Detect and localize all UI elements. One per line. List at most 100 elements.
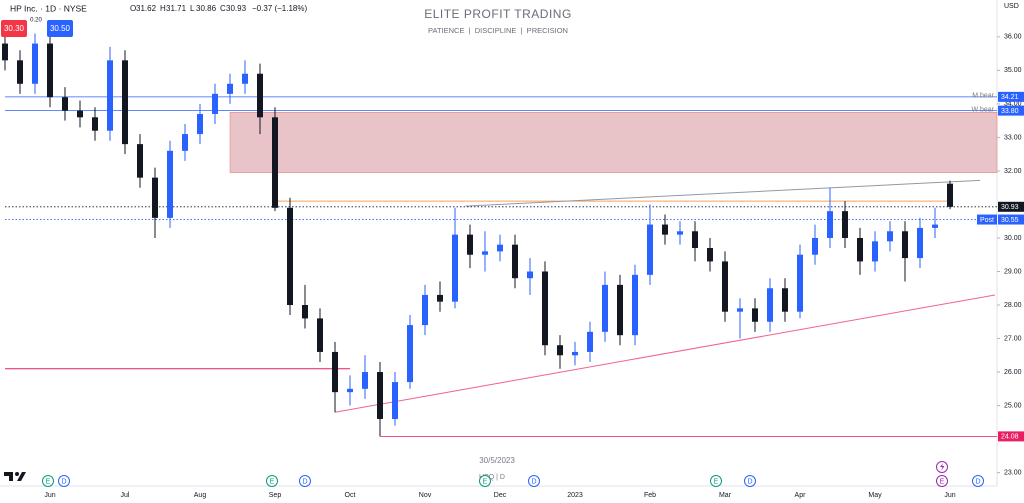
event-marker[interactable] <box>936 475 948 487</box>
candle-body <box>572 351 578 356</box>
buy-price[interactable]: 30.50 <box>50 24 71 33</box>
x-tick-label: Jun <box>44 492 55 499</box>
legend-value: 31.62 <box>136 4 157 13</box>
event-marker[interactable] <box>58 475 70 487</box>
event-marker[interactable] <box>266 475 278 487</box>
level-name: Post <box>980 217 994 224</box>
legend-value: 30.93 <box>226 4 247 13</box>
candle-body <box>467 234 473 255</box>
candle-body <box>197 113 203 135</box>
x-tick-label: Nov <box>419 492 432 499</box>
spread: 0.20 <box>30 18 42 24</box>
candle-body <box>887 231 893 242</box>
candle-body <box>482 251 488 255</box>
x-tick-label: 2023 <box>567 492 583 499</box>
candle-body <box>77 110 83 118</box>
x-tick-label: Jun <box>944 492 955 499</box>
y-tick-label: 25.00 <box>1004 402 1022 409</box>
candle-body <box>587 331 593 352</box>
event-marker[interactable] <box>744 475 756 487</box>
y-tick-label: 35.00 <box>1004 67 1022 74</box>
chart-subtitle: PATIENCE | DISCIPLINE | PRECISION <box>428 26 568 35</box>
legend-value: 30.86 <box>196 4 217 13</box>
candle-body <box>362 372 368 389</box>
event-marker[interactable] <box>299 475 311 487</box>
legend-change: −0.37 (−1.18%) <box>252 4 307 13</box>
event-marker[interactable] <box>710 475 722 487</box>
price-label-box[interactable] <box>998 214 1024 225</box>
candle-body <box>437 294 443 302</box>
candle-body <box>317 318 323 352</box>
candle-body <box>242 73 248 84</box>
x-tick-label: Mar <box>719 492 732 499</box>
candle-body <box>737 308 743 312</box>
x-tick-label: Sep <box>269 492 282 499</box>
y-tick-label: 33.00 <box>1004 134 1022 141</box>
candle-body <box>812 237 818 255</box>
price-label: 34.21 <box>1001 94 1019 101</box>
legend-key: O <box>130 4 136 13</box>
candle-body <box>452 234 458 302</box>
buy-button[interactable] <box>47 20 73 37</box>
price-label: 30.93 <box>1001 204 1019 211</box>
tradingview-logo[interactable] <box>4 472 26 481</box>
currency-label[interactable]: USD <box>1004 3 1019 10</box>
event-marker[interactable] <box>479 475 491 487</box>
candle-body <box>872 241 878 262</box>
y-tick-label: 34.00 <box>1004 101 1022 108</box>
footer-symbol: HPQ | D <box>479 474 505 481</box>
candle-body <box>257 73 263 118</box>
candle-body <box>107 60 113 131</box>
candle-body <box>617 284 623 336</box>
event-label: E <box>270 478 275 485</box>
candle-body <box>662 224 668 235</box>
sell-price[interactable]: 30.30 <box>4 24 25 33</box>
candle-body <box>347 388 353 393</box>
candle-body <box>677 231 683 235</box>
price-label: 33.80 <box>1001 108 1019 115</box>
event-label: D <box>531 478 536 485</box>
price-label-box[interactable] <box>998 105 1024 116</box>
event-label: E <box>940 478 945 485</box>
price-label-box[interactable] <box>998 201 1024 212</box>
y-tick-label: 27.00 <box>1004 335 1022 342</box>
candle-body <box>917 227 923 259</box>
price-label-box[interactable] <box>998 91 1024 102</box>
event-label: E <box>483 478 488 485</box>
supply-zone <box>229 112 998 173</box>
candle-body <box>497 244 503 252</box>
candle-body <box>902 231 908 259</box>
level-name: W bear <box>971 106 994 113</box>
symbol-label[interactable]: HP Inc. · 1D · NYSE <box>10 3 87 13</box>
event-marker[interactable] <box>972 475 984 487</box>
candle-body <box>392 382 398 419</box>
y-tick-label: 23.00 <box>1004 469 1022 476</box>
event-marker[interactable] <box>528 475 540 487</box>
candle-body <box>827 211 833 238</box>
candle-body <box>782 288 788 312</box>
event-label: E <box>46 478 51 485</box>
candle-body <box>752 308 758 322</box>
x-tick-label: Aug <box>194 492 207 499</box>
event-label: D <box>975 478 980 485</box>
price-label-box[interactable] <box>998 431 1024 442</box>
sell-button[interactable] <box>1 20 27 37</box>
candle-body <box>92 117 98 131</box>
legend-value: 31.71 <box>166 4 187 13</box>
candle-body <box>47 43 53 98</box>
x-tick-label: May <box>868 492 882 499</box>
candle-body <box>527 271 533 279</box>
alert-bolt <box>940 463 945 471</box>
candle-body <box>557 345 563 356</box>
trend-line <box>334 294 996 413</box>
candle-body <box>212 93 218 114</box>
axes: 36.00 35.00 34.00 33.00 32.00 30.00 29.00 28.00… <box>44 34 1024 499</box>
x-tick-label: Oct <box>345 492 356 499</box>
legend-key: L <box>190 4 195 13</box>
x-tick-label: Jul <box>121 492 130 499</box>
y-tick-label: 36.00 <box>1004 34 1022 41</box>
event-marker[interactable] <box>42 475 54 487</box>
y-tick-label: 30.00 <box>1004 235 1022 242</box>
candle-body <box>602 284 608 332</box>
